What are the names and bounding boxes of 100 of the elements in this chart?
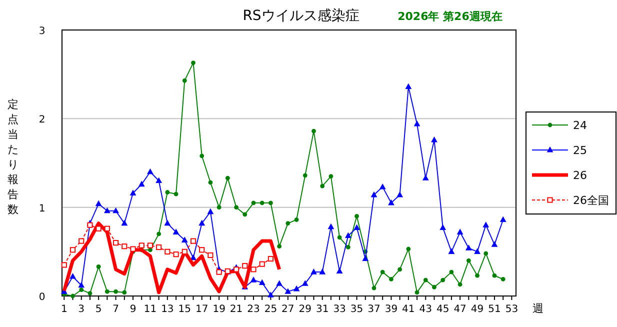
point [440, 278, 446, 282]
point [250, 266, 256, 272]
x-tick-label: 7 [112, 304, 119, 315]
point [216, 269, 222, 275]
x-tick-label: 35 [350, 304, 364, 315]
point [190, 238, 196, 244]
point [475, 273, 480, 278]
point [242, 263, 248, 269]
point [104, 226, 110, 232]
point [191, 60, 196, 66]
point [302, 173, 308, 178]
point [259, 261, 265, 267]
point [398, 267, 402, 272]
point [293, 285, 300, 292]
point [276, 280, 283, 286]
y-tick-label: 2 [38, 114, 46, 126]
line-series [62, 222, 282, 294]
point [336, 268, 343, 274]
point [96, 264, 101, 269]
point [396, 191, 404, 198]
point [422, 174, 429, 180]
point [121, 220, 128, 226]
point [492, 273, 497, 278]
x-tick-label: 17 [195, 304, 208, 315]
x-tick-label: 11 [144, 304, 157, 315]
point [344, 232, 352, 238]
point [388, 199, 394, 206]
x-tick-label: 41 [402, 304, 415, 315]
x-tick-label: 25 [264, 304, 278, 315]
point [500, 216, 506, 222]
point [207, 208, 214, 214]
point [268, 292, 274, 298]
point [277, 244, 282, 249]
point [208, 180, 213, 185]
point [200, 154, 204, 158]
point [294, 218, 299, 222]
point [138, 242, 144, 248]
point [182, 78, 187, 83]
point [70, 272, 76, 279]
x-tick-label: 3 [78, 304, 85, 315]
point [500, 276, 506, 282]
point [156, 244, 162, 250]
x-tick-label: 33 [333, 304, 346, 315]
y-axis-title: 定点当たり報告数 [8, 98, 18, 216]
point [406, 246, 411, 252]
x-tick-label: 9 [130, 304, 136, 315]
x-tick-label: 13 [161, 304, 174, 315]
point [354, 214, 359, 218]
point [414, 120, 420, 126]
point [250, 276, 257, 282]
point [122, 244, 128, 250]
point [260, 200, 264, 206]
point [440, 224, 446, 230]
point [405, 83, 412, 90]
point [182, 248, 188, 254]
point [234, 205, 238, 210]
point [225, 176, 230, 180]
point [380, 270, 385, 274]
legend-label: 25 [573, 144, 587, 157]
point [458, 282, 462, 287]
x-tick-label: 49 [470, 304, 484, 315]
point [164, 248, 170, 254]
point [181, 236, 188, 242]
x-tick-label: 53 [505, 304, 518, 315]
point [482, 222, 490, 228]
point [312, 128, 316, 134]
point [156, 232, 162, 236]
point [448, 248, 455, 254]
x-tick-label: 45 [436, 304, 450, 315]
point [449, 270, 454, 274]
point [70, 247, 76, 253]
point [379, 183, 386, 190]
point [122, 290, 127, 295]
point [372, 286, 376, 290]
point [165, 190, 170, 194]
point [484, 251, 488, 256]
point [242, 212, 248, 217]
x-tick-label: 15 [178, 304, 192, 315]
x-tick-label: 27 [282, 304, 294, 315]
point [389, 276, 394, 282]
x-tick-label: 29 [298, 304, 312, 315]
point [114, 289, 118, 294]
y-tick-label: 1 [38, 203, 46, 214]
y-tick-label: 0 [38, 292, 46, 303]
legend-label: 26 [573, 169, 587, 182]
point [216, 205, 222, 210]
point [423, 278, 428, 282]
point [130, 246, 136, 252]
point [491, 241, 498, 247]
legend-label: 24 [573, 119, 587, 132]
point [130, 190, 136, 196]
point [198, 220, 206, 226]
point [370, 191, 378, 198]
point [302, 280, 308, 286]
point [251, 200, 256, 206]
point [199, 247, 205, 253]
point [328, 174, 334, 178]
point [88, 291, 92, 296]
point [258, 279, 266, 285]
x-tick-label: 5 [95, 304, 102, 315]
